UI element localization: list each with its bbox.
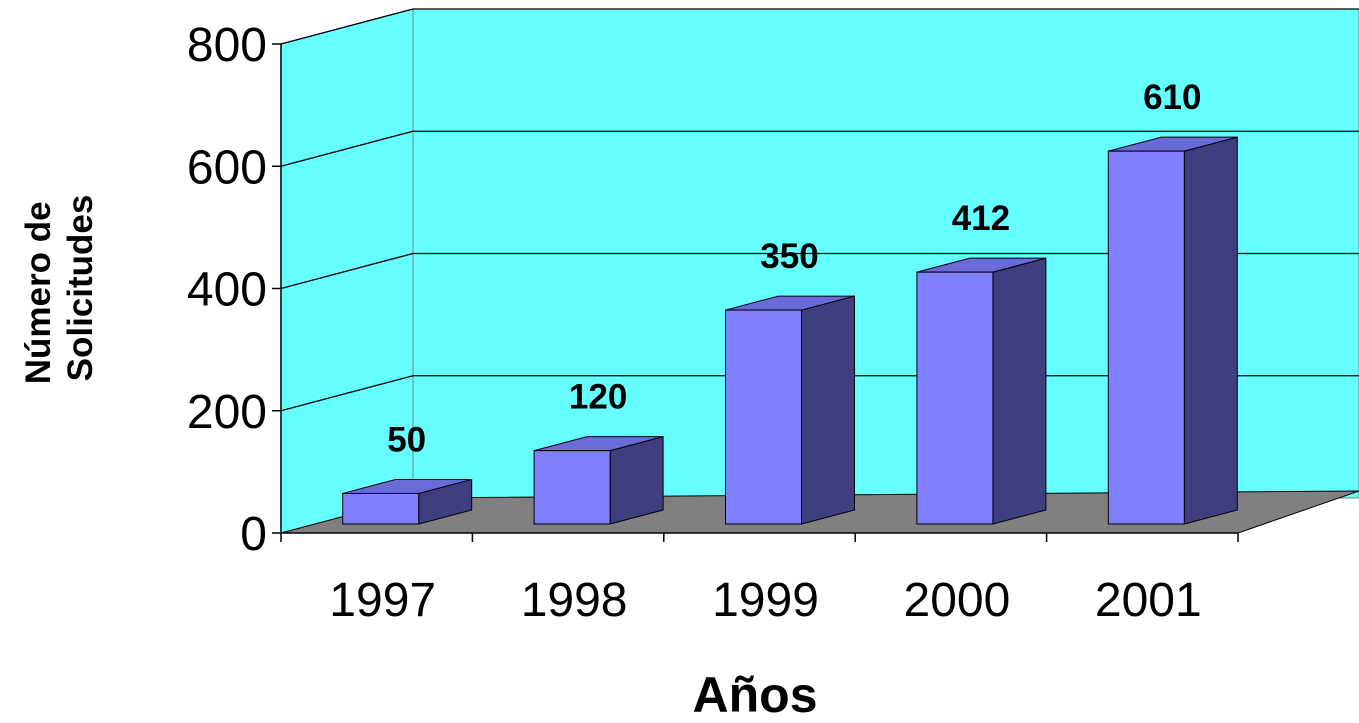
data-label: 120 — [569, 378, 627, 417]
gridline-side — [280, 8, 414, 45]
y-tick-label: 200 — [187, 386, 267, 439]
x-tick-label: 1999 — [712, 574, 819, 627]
bars — [342, 136, 1238, 525]
tick-labels: 0 200 400 600 800 1997 1998 1999 2000 2001 — [187, 19, 1202, 627]
bar-side — [992, 257, 1047, 525]
x-tick-label: 1998 — [521, 574, 628, 627]
y-axis-title: Número de Solicitudes — [19, 192, 100, 385]
x-tick-label: 2000 — [904, 574, 1011, 627]
y-tick-label: 0 — [240, 508, 267, 561]
x-axis-title: Años — [693, 667, 818, 723]
y-axis-title-line-1: Número de — [19, 201, 58, 384]
data-label: 412 — [952, 199, 1010, 238]
data-labels: 50 120 350 412 610 — [387, 78, 1201, 459]
bar-side — [801, 295, 855, 525]
bar — [533, 450, 611, 525]
axes — [272, 43, 1239, 542]
bar — [1107, 150, 1185, 525]
x-tick-label: 1997 — [329, 574, 436, 627]
bar — [725, 309, 802, 525]
x-tick-label: 2001 — [1095, 574, 1202, 627]
gridline-side — [280, 375, 414, 412]
gridline-side — [280, 130, 414, 167]
y-tick-label: 800 — [187, 19, 267, 72]
y-tick-label: 600 — [187, 141, 267, 194]
data-label: 610 — [1143, 78, 1201, 117]
bar — [916, 271, 994, 525]
bar — [342, 492, 420, 525]
y-axis-title-line-2: Solicitudes — [61, 195, 100, 382]
data-label: 50 — [387, 420, 426, 459]
bar-side — [609, 436, 664, 525]
bar-side — [1183, 136, 1238, 525]
gridline-side — [280, 252, 414, 290]
data-label: 350 — [760, 237, 818, 276]
y-tick-label: 400 — [187, 264, 267, 317]
